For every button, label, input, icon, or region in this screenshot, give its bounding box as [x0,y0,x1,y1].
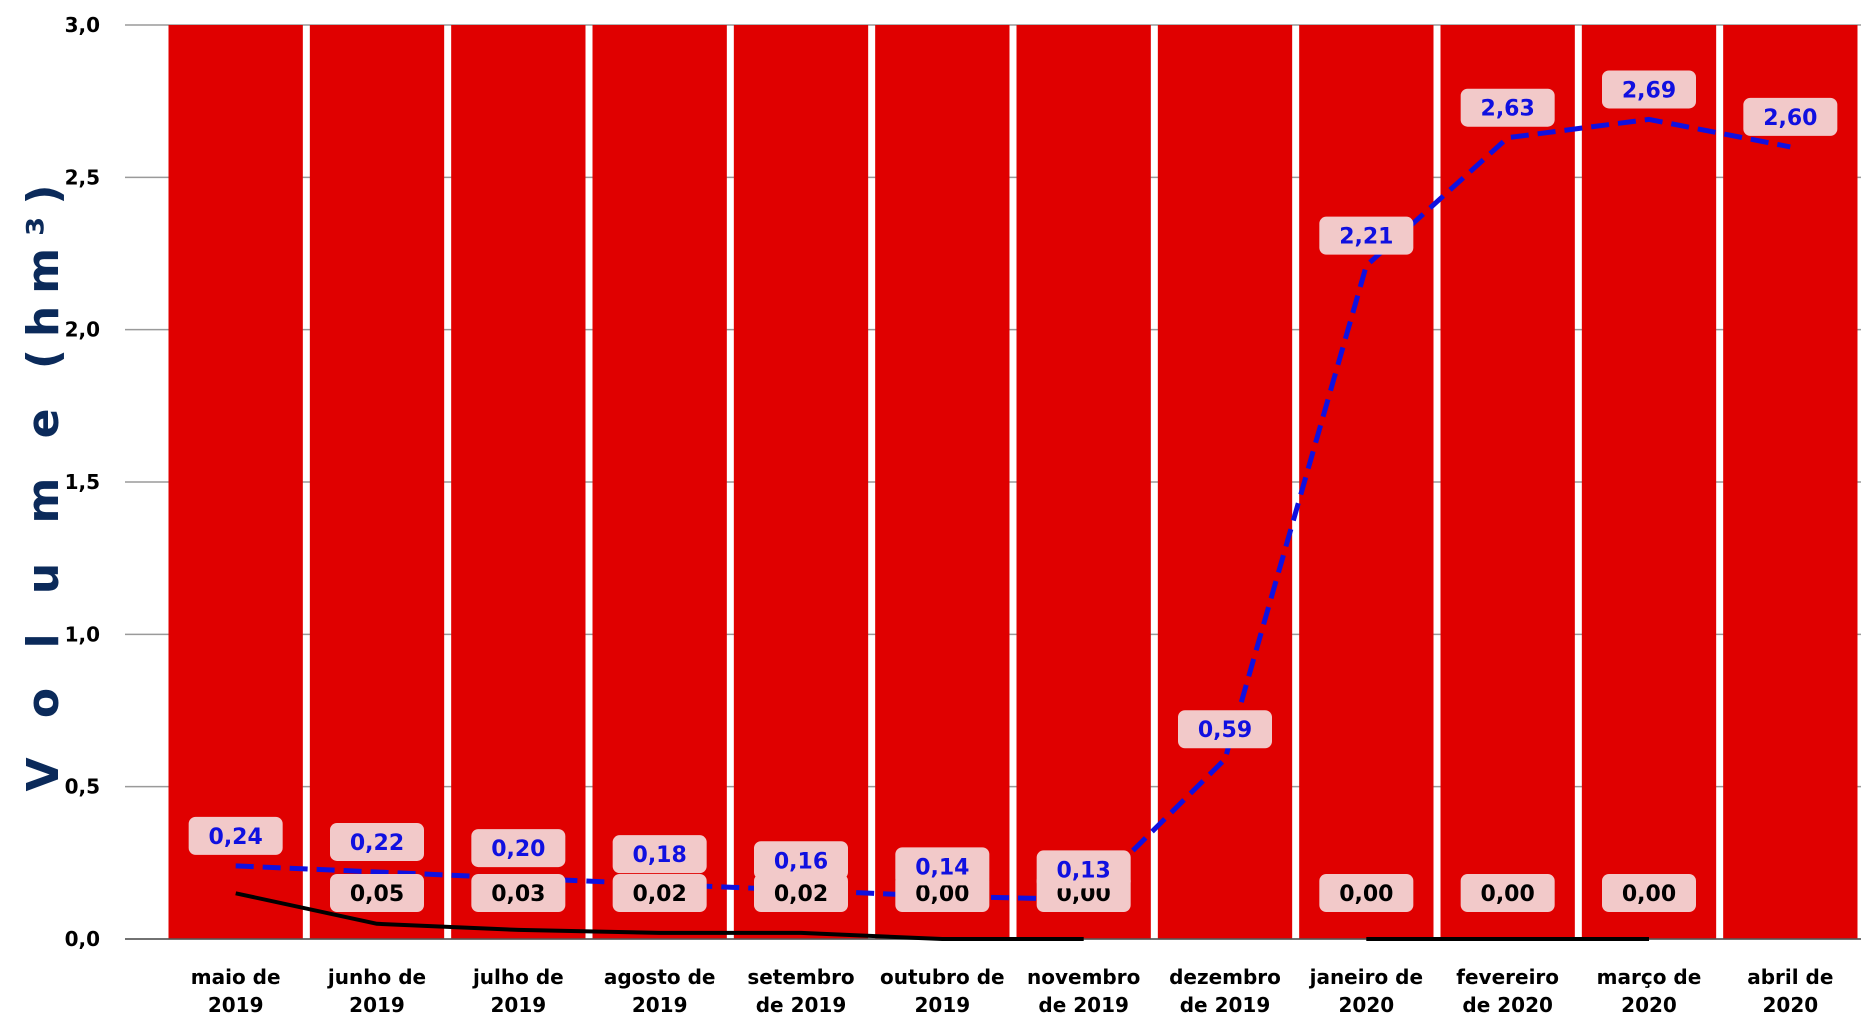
bar [733,25,869,939]
x-tick-label: setembro [747,965,854,989]
y-axis-title: V o l u m e (hm³) [18,173,69,792]
data-label-blue: 0,59 [1198,718,1252,743]
x-tick-label: junho de [327,965,426,989]
data-label-black-box [1602,874,1696,912]
y-tick-label: 2,0 [65,318,100,342]
data-label-blue: 0,24 [209,825,263,850]
x-tick-label: de 2019 [1038,993,1129,1015]
x-tick-label: dezembro [1169,965,1281,989]
bar [592,25,727,939]
x-tick-label: janeiro de [1309,965,1423,989]
x-tick-label: 2019 [349,993,405,1015]
data-label-black: 0,00 [1339,882,1393,907]
data-label-blue: 0,16 [774,849,828,874]
data-label-blue-box [1602,70,1696,109]
data-label-black-box [471,874,566,912]
data-label-blue: 0,18 [633,843,687,868]
data-label-blue-box [1178,710,1272,749]
y-tick-label: 1,0 [65,622,100,646]
bar [1299,25,1434,939]
bar [168,25,303,939]
bar [309,25,445,939]
data-label-blue: 0,20 [491,837,545,862]
x-tick-label: 2019 [914,993,970,1015]
data-label-blue-box [895,847,990,886]
x-tick-label: julho de [472,965,564,989]
data-label-black: 0,03 [491,882,545,907]
data-label-black-box [612,874,707,912]
data-label-blue: 0,13 [1057,858,1111,883]
y-tick-label: 0,0 [65,927,100,951]
x-tick-label: de 2019 [756,993,847,1015]
data-label-black: 0,00 [915,882,969,907]
data-label-blue: 0,22 [350,831,404,856]
bar [875,25,1010,939]
data-label-black: 0,00 [1622,882,1676,907]
x-tick-label: 2019 [208,993,264,1015]
data-label-blue: 2,60 [1763,106,1817,131]
data-label-blue: 0,14 [915,855,969,880]
bar [1581,25,1717,939]
x-tick-label: de 2020 [1462,993,1553,1015]
data-label-black: 0,00 [1481,882,1535,907]
x-tick-label: 2019 [490,993,546,1015]
bar [1723,25,1858,939]
data-label-black-box [754,874,848,912]
data-label-blue-box [1036,850,1131,889]
y-tick-label: 1,5 [65,470,100,494]
data-label-blue: 2,69 [1622,78,1676,103]
bar [1440,25,1575,939]
y-tick-label: 2,5 [65,165,100,189]
x-tick-label: 2020 [1621,993,1677,1015]
data-label-black: 0,05 [350,882,404,907]
x-tick-label: novembro [1027,965,1140,989]
y-tick-label: 0,5 [65,775,100,799]
data-label-blue-box [1460,88,1555,127]
x-tick-label: de 2019 [1180,993,1271,1015]
x-tick-label: 2020 [1338,993,1394,1015]
data-label-black: 0,02 [633,882,687,907]
data-label-black-box [1460,874,1555,912]
x-tick-label: março de [1597,965,1702,989]
x-tick-label: abril de [1747,965,1833,989]
x-tick-label: maio de [191,965,281,989]
bar [1157,25,1293,939]
data-label-blue-box [612,835,707,874]
data-label-black: 0,02 [774,882,828,907]
series-line-black [235,891,1084,941]
data-label-blue-box [1743,97,1838,136]
y-tick-label: 3,0 [65,13,100,37]
bar [451,25,586,939]
data-label-blue-box [754,841,848,880]
data-label-blue: 2,63 [1481,97,1535,122]
data-label-black-box [330,874,424,912]
x-tick-label: fevereiro [1456,965,1559,989]
x-tick-label: 2019 [632,993,688,1015]
x-tick-label: 2020 [1762,993,1818,1015]
data-label-blue-box [330,822,424,861]
data-label-black-box [1319,874,1414,912]
x-tick-label: outubro de [880,965,1005,989]
data-label-blue: 2,21 [1339,225,1393,250]
data-label-blue-box [1319,216,1414,255]
data-label-blue-box [188,816,283,855]
data-label-blue-box [471,829,566,868]
x-tick-label: agosto de [604,965,716,989]
bar [1016,25,1151,939]
